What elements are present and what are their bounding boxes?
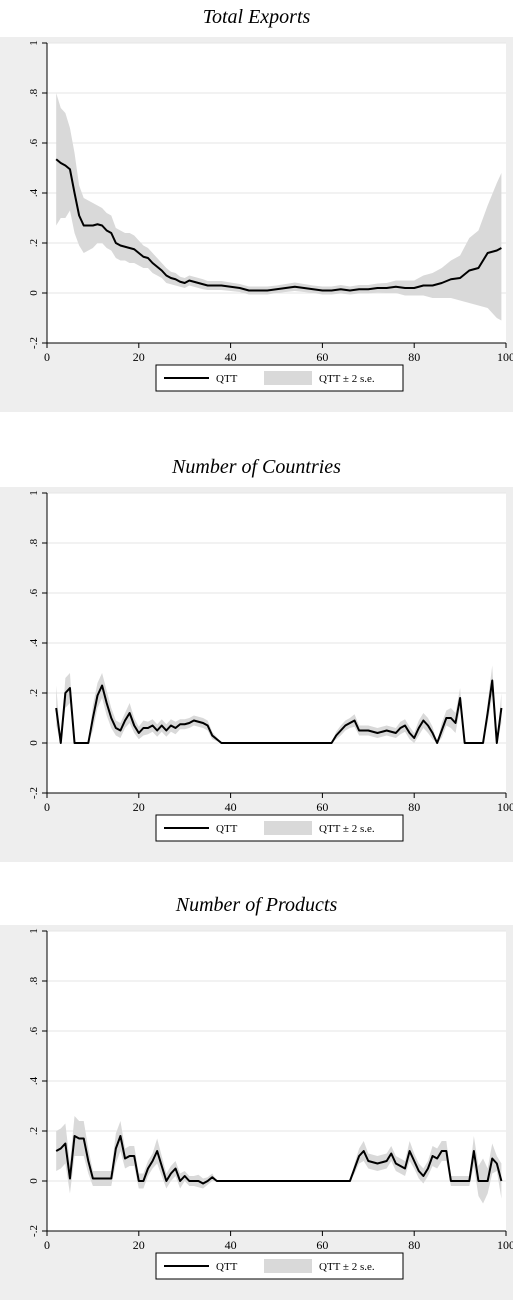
y-tick-label: -.2: [28, 1225, 40, 1237]
x-tick-label: 60: [316, 1238, 328, 1252]
y-tick-label: .2: [28, 689, 40, 697]
chart-title: Number of Countries: [172, 456, 341, 478]
y-tick-label: .8: [28, 976, 40, 985]
chart-total-exports: -.2 0 .2 .4 .6 .8 1 0 20 40 60 80 100 QTT QTT ± 2 s.e.: [0, 37, 513, 412]
y-tick-label: 0: [28, 1178, 40, 1184]
chart-title: Total Exports: [202, 6, 311, 28]
chart-title: Number of Products: [175, 894, 338, 916]
x-tick-label: 20: [133, 800, 145, 814]
confidence-band: [56, 1116, 502, 1204]
y-tick-label: .4: [28, 188, 40, 197]
y-tick-label: .6: [28, 138, 40, 147]
legend-label-band: QTT ± 2 s.e.: [319, 1261, 375, 1273]
y-tick-label: .8: [28, 538, 40, 547]
chart-panel-number-of-countries: Number of Countries -.2 0 .2 .4 .6 .8 1 0 20 40 60…: [0, 437, 513, 875]
x-tick-label: 40: [225, 1238, 237, 1252]
y-tick-label: .4: [28, 638, 40, 647]
x-tick-label: 0: [44, 350, 50, 364]
y-tick-label: 0: [28, 740, 40, 746]
x-tick-label: 60: [316, 800, 328, 814]
chart-number-of-countries: -.2 0 .2 .4 .6 .8 1 0 20 40 60 80 100 QTT QTT ± 2 s.e.: [0, 487, 513, 862]
legend-label-qtt: QTT: [216, 1261, 238, 1273]
x-tick-label: 80: [408, 350, 420, 364]
legend-label-band: QTT ± 2 s.e.: [319, 373, 375, 385]
y-tick-label: .6: [28, 588, 40, 597]
legend-label-qtt: QTT: [216, 823, 238, 835]
chart-panel-number-of-products: Number of Products -.2 0 .2 .4 .6 .8 1 0 20 40 60 8…: [0, 875, 513, 1313]
x-tick-label: 100: [497, 800, 513, 814]
y-tick-label: .8: [28, 88, 40, 97]
y-tick-label: .2: [28, 1127, 40, 1135]
y-tick-label: .2: [28, 239, 40, 247]
y-tick-label: 1: [28, 40, 40, 46]
qtt-line: [55, 1135, 503, 1185]
y-tick-label: 0: [28, 290, 40, 296]
y-tick-label: -.2: [28, 787, 40, 799]
confidence-band: [56, 665, 502, 743]
chart-panel-total-exports: Total Exports -.2 0 .2 .4 .6 .8 1 0 20 40 60 80 100 Q…: [0, 0, 513, 437]
x-tick-label: 100: [497, 1238, 513, 1252]
y-tick-label: -.2: [28, 337, 40, 349]
chart-number-of-products: -.2 0 .2 .4 .6 .8 1 0 20 40 60 80 100 QTT QTT ± 2 s.e.: [0, 925, 513, 1300]
legend-swatch-band: [264, 821, 312, 835]
y-tick-label: .6: [28, 1026, 40, 1035]
x-tick-label: 20: [133, 350, 145, 364]
x-tick-label: 100: [497, 350, 513, 364]
x-tick-label: 40: [225, 800, 237, 814]
qtt-line: [55, 679, 503, 744]
x-tick-label: 80: [408, 800, 420, 814]
x-tick-label: 40: [225, 350, 237, 364]
x-tick-label: 0: [44, 1238, 50, 1252]
y-tick-label: .4: [28, 1076, 40, 1085]
y-tick-label: 1: [28, 928, 40, 934]
y-tick-label: 1: [28, 490, 40, 496]
x-tick-label: 80: [408, 1238, 420, 1252]
x-tick-label: 0: [44, 800, 50, 814]
qtt-line: [55, 158, 502, 292]
x-tick-label: 60: [316, 350, 328, 364]
legend-swatch-band: [264, 1259, 312, 1273]
confidence-band: [56, 93, 502, 321]
x-tick-label: 20: [133, 1238, 145, 1252]
legend-label-qtt: QTT: [216, 373, 238, 385]
legend-label-band: QTT ± 2 s.e.: [319, 823, 375, 835]
legend-swatch-band: [264, 371, 312, 385]
